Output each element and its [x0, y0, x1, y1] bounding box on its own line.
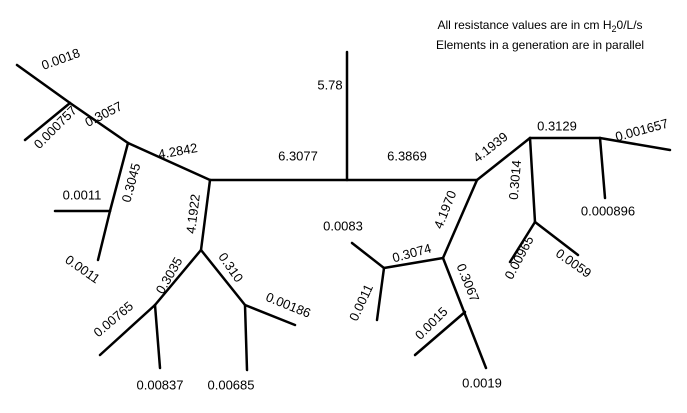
branch — [23, 101, 72, 142]
branch — [98, 303, 157, 357]
resistance-label: 5.78 — [317, 77, 342, 92]
resistance-label: 0.3014 — [506, 159, 524, 200]
branch — [475, 136, 532, 182]
branches — [15, 50, 672, 372]
resistance-label: 0.001657 — [614, 116, 670, 145]
resistance-label: 0.3129 — [537, 118, 577, 133]
branch — [153, 248, 203, 307]
resistance-label: 0.0015 — [412, 304, 451, 343]
branch — [243, 303, 297, 327]
resistance-label: 0.000757 — [31, 103, 80, 152]
note-text: 0/L/s — [617, 18, 643, 32]
resistance-label: 0.00685 — [208, 377, 255, 392]
resistance-label: 0.0018 — [39, 45, 81, 73]
branch — [350, 241, 386, 270]
resistance-label: 6.3077 — [278, 148, 318, 163]
branch — [199, 178, 212, 252]
resistance-label: 0.000896 — [581, 203, 635, 218]
branch — [528, 136, 537, 224]
branch — [96, 209, 112, 262]
branch — [598, 136, 672, 152]
resistance-label: 6.3869 — [387, 148, 427, 163]
resistance-label: 0.0019 — [462, 375, 502, 390]
resistance-label: 0.0011 — [63, 187, 102, 202]
resistance-label: 4.1970 — [431, 188, 460, 230]
resistance-label: 0.0011 — [346, 282, 376, 324]
branch — [382, 256, 445, 270]
resistance-label: 0.00837 — [137, 377, 184, 392]
resistance-label: 4.2842 — [157, 140, 199, 162]
branch — [508, 220, 537, 264]
branch — [199, 248, 247, 307]
branch — [441, 178, 479, 260]
branch — [375, 266, 386, 322]
resistance-label: 0.310 — [215, 250, 246, 285]
resistance-label: 0.0011 — [62, 252, 102, 287]
branch — [108, 141, 130, 213]
branch — [153, 303, 162, 370]
branch — [126, 141, 212, 182]
note-line: All resistance values are in cm H20/L/s — [437, 18, 642, 34]
subscript: 2 — [612, 24, 617, 34]
labels: 5.78 6.3077 6.3869 4.2842 4.1922 0.3057 … — [31, 45, 670, 392]
branch — [533, 220, 580, 257]
branch — [15, 63, 72, 105]
branch — [413, 310, 467, 357]
resistance-label: 4.1922 — [183, 193, 203, 234]
resistance-label: 0.0083 — [323, 218, 363, 233]
branch — [243, 303, 249, 372]
note-text: All resistance values are in cm H — [437, 18, 611, 32]
resistance-label: 0.00765 — [90, 298, 136, 340]
branch — [68, 101, 130, 145]
note-line: Elements in a generation are in parallel — [436, 38, 644, 52]
resistance-label: 4.1939 — [470, 129, 511, 165]
resistance-label: 0.00965 — [501, 233, 536, 282]
branch — [598, 136, 607, 200]
